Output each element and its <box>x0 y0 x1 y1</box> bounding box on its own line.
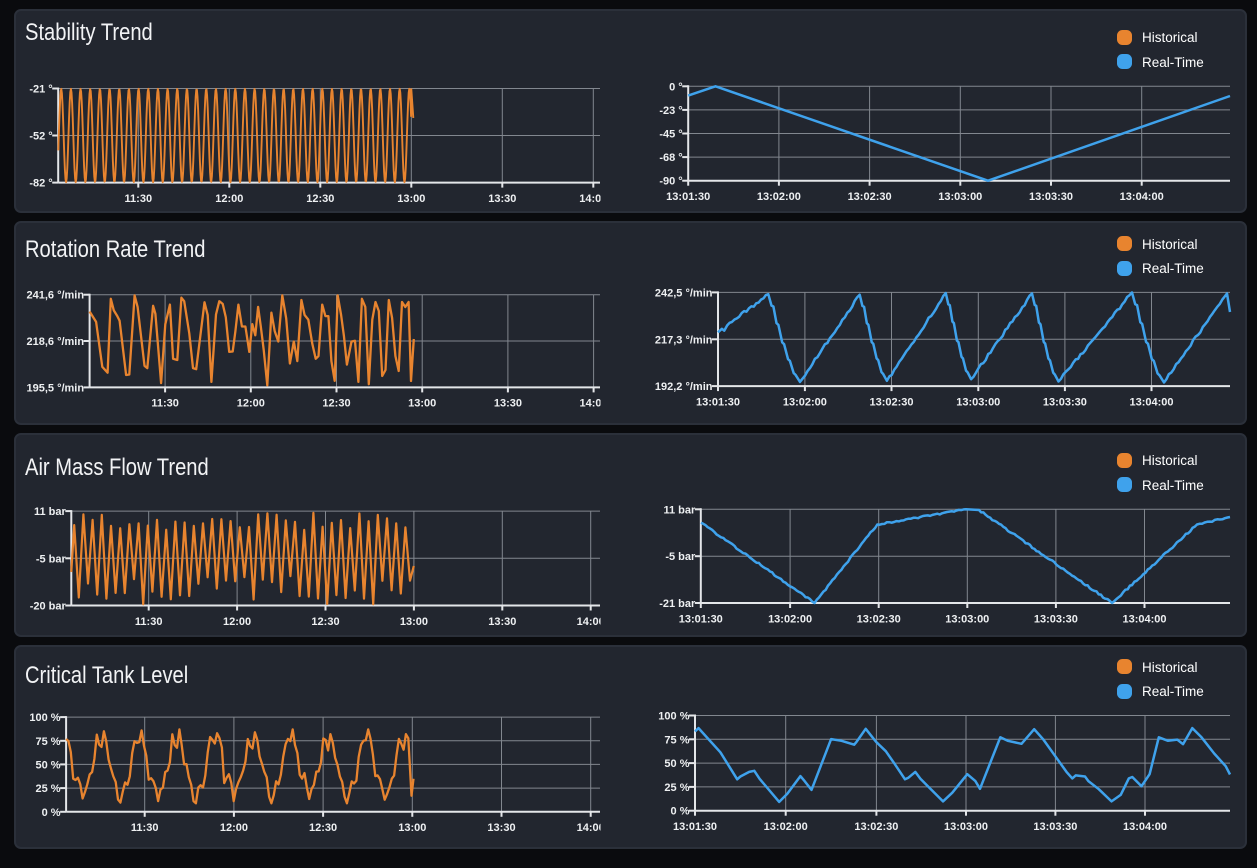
svg-text:14:00: 14:00 <box>577 616 605 628</box>
svg-text:0 %: 0 % <box>671 806 690 818</box>
svg-text:100 %: 100 % <box>29 712 60 724</box>
svg-text:242,5 °/min: 242,5 °/min <box>655 287 713 299</box>
svg-text:-68 °: -68 ° <box>659 152 682 164</box>
svg-text:-82 °: -82 ° <box>29 178 52 190</box>
svg-text:75 %: 75 % <box>36 736 61 748</box>
svg-text:192,2 °/min: 192,2 °/min <box>655 381 713 393</box>
svg-text:50 %: 50 % <box>36 759 61 771</box>
svg-text:13:03:00: 13:03:00 <box>938 191 982 203</box>
svg-text:11:30: 11:30 <box>151 398 179 410</box>
svg-text:12:00: 12:00 <box>237 398 265 410</box>
svg-text:13:01:30: 13:01:30 <box>666 191 710 203</box>
svg-text:12:30: 12:30 <box>306 193 334 205</box>
svg-text:-21 bar: -21 bar <box>659 598 696 610</box>
svg-text:13:03:30: 13:03:30 <box>1034 613 1078 625</box>
svg-text:13:30: 13:30 <box>487 822 515 834</box>
svg-text:13:00: 13:00 <box>398 822 426 834</box>
svg-text:13:02:30: 13:02:30 <box>869 396 913 408</box>
svg-text:13:03:00: 13:03:00 <box>944 821 988 833</box>
svg-text:13:03:30: 13:03:30 <box>1043 396 1087 408</box>
svg-text:-45 °: -45 ° <box>659 129 682 141</box>
svg-text:-23 °: -23 ° <box>659 105 682 117</box>
svg-text:13:03:00: 13:03:00 <box>945 613 989 625</box>
svg-text:13:02:00: 13:02:00 <box>783 396 827 408</box>
svg-text:241,6 °/min: 241,6 °/min <box>26 290 84 302</box>
svg-text:11 bar: 11 bar <box>663 504 696 516</box>
svg-text:13:00: 13:00 <box>397 193 425 205</box>
svg-text:100 %: 100 % <box>658 711 689 723</box>
svg-text:11:30: 11:30 <box>125 193 153 205</box>
svg-text:13:04:00: 13:04:00 <box>1120 191 1164 203</box>
svg-text:-20 bar: -20 bar <box>30 601 67 613</box>
svg-text:13:04:00: 13:04:00 <box>1129 396 1173 408</box>
svg-text:13:03:30: 13:03:30 <box>1033 821 1077 833</box>
svg-text:75 %: 75 % <box>664 734 689 746</box>
svg-text:11:30: 11:30 <box>131 822 159 834</box>
svg-text:13:02:30: 13:02:30 <box>854 821 898 833</box>
svg-text:12:30: 12:30 <box>322 398 350 410</box>
svg-text:12:30: 12:30 <box>311 616 339 628</box>
svg-text:13:02:00: 13:02:00 <box>757 191 801 203</box>
svg-text:13:02:00: 13:02:00 <box>764 821 808 833</box>
svg-text:13:01:30: 13:01:30 <box>673 821 717 833</box>
svg-text:14:00: 14:00 <box>580 398 608 410</box>
svg-text:218,6 °/min: 218,6 °/min <box>26 336 84 348</box>
svg-text:11 bar: 11 bar <box>34 506 67 518</box>
svg-text:-5 bar: -5 bar <box>36 553 67 565</box>
svg-text:12:00: 12:00 <box>220 822 248 834</box>
svg-text:25 %: 25 % <box>36 783 61 795</box>
svg-text:13:02:00: 13:02:00 <box>768 613 812 625</box>
svg-text:50 %: 50 % <box>664 758 689 770</box>
svg-text:217,3 °/min: 217,3 °/min <box>655 334 713 346</box>
svg-text:14:00: 14:00 <box>579 193 607 205</box>
svg-text:-52 °: -52 ° <box>29 131 52 143</box>
svg-text:13:04:00: 13:04:00 <box>1123 821 1167 833</box>
svg-text:13:04:00: 13:04:00 <box>1122 613 1166 625</box>
svg-text:13:00: 13:00 <box>408 398 436 410</box>
svg-text:195,5 °/min: 195,5 °/min <box>26 382 84 394</box>
svg-text:13:01:30: 13:01:30 <box>679 613 723 625</box>
svg-text:13:00: 13:00 <box>400 616 428 628</box>
svg-text:13:03:30: 13:03:30 <box>1029 191 1073 203</box>
svg-text:13:30: 13:30 <box>488 616 516 628</box>
svg-text:25 %: 25 % <box>664 782 689 794</box>
svg-text:13:30: 13:30 <box>488 193 516 205</box>
svg-text:13:03:00: 13:03:00 <box>956 396 1000 408</box>
svg-text:0 °: 0 ° <box>669 81 683 93</box>
svg-text:0 %: 0 % <box>42 807 61 819</box>
svg-text:12:00: 12:00 <box>215 193 243 205</box>
svg-text:12:00: 12:00 <box>223 616 251 628</box>
svg-text:-90 °: -90 ° <box>659 176 682 188</box>
svg-text:13:02:30: 13:02:30 <box>857 613 901 625</box>
svg-text:13:30: 13:30 <box>494 398 522 410</box>
svg-text:-21 °: -21 ° <box>29 84 52 96</box>
svg-text:12:30: 12:30 <box>309 822 337 834</box>
svg-text:14:00: 14:00 <box>577 822 605 834</box>
svg-text:11:30: 11:30 <box>135 616 163 628</box>
svg-text:13:02:30: 13:02:30 <box>848 191 892 203</box>
svg-text:-5 bar: -5 bar <box>665 551 696 563</box>
svg-text:13:01:30: 13:01:30 <box>696 396 740 408</box>
